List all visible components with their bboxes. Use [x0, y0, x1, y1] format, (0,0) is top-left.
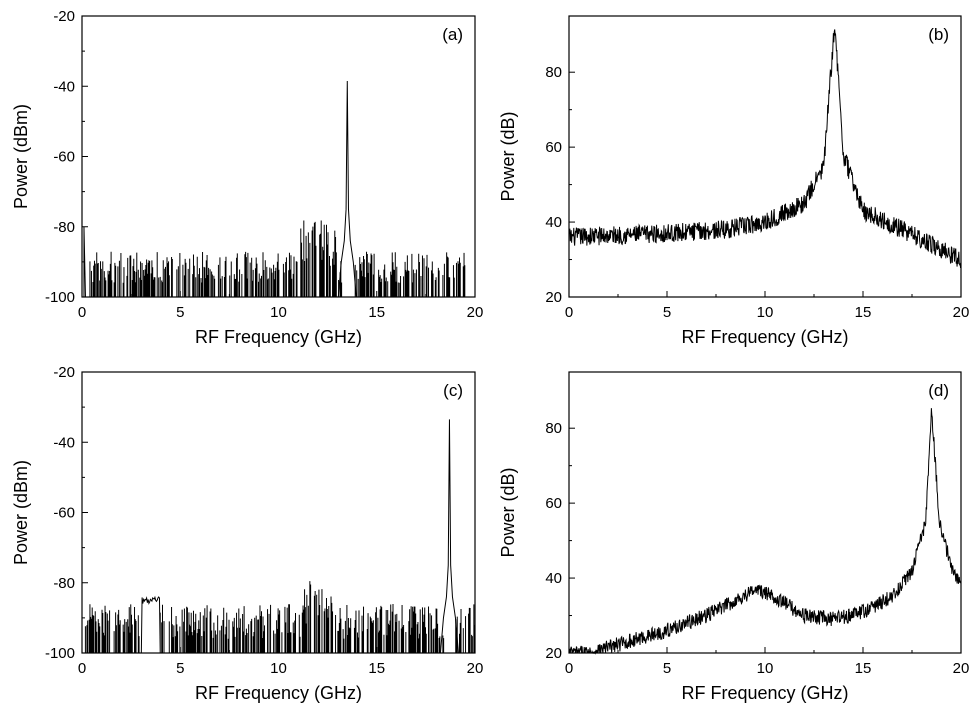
x-tick-label: 15: [855, 304, 872, 321]
x-tick-label: 0: [565, 304, 573, 321]
x-tick-label: 5: [663, 304, 671, 321]
x-axis-label: RF Frequency (GHz): [681, 327, 848, 347]
y-tick-label: 40: [545, 570, 562, 587]
panel-label: (a): [442, 25, 463, 44]
x-tick-label: 20: [953, 660, 970, 677]
x-tick-label: 10: [757, 660, 774, 677]
x-tick-label: 15: [855, 660, 872, 677]
x-axis-label: RF Frequency (GHz): [681, 683, 848, 703]
x-tick-label: 0: [78, 304, 86, 321]
y-tick-label: 80: [545, 420, 562, 437]
spectrum-trace: [568, 29, 962, 269]
y-tick-label: -60: [53, 505, 75, 522]
x-tick-label: 0: [78, 660, 86, 677]
x-tick-label: 20: [953, 304, 970, 321]
x-tick-label: 10: [270, 304, 287, 321]
y-tick-label: -100: [45, 645, 75, 662]
y-axis-label: Power (dBm): [11, 104, 31, 209]
y-tick-label: -20: [53, 364, 75, 381]
y-axis-label: Power (dB): [498, 467, 518, 557]
spectrum-trace: [568, 408, 962, 655]
panel-label: (c): [443, 381, 463, 400]
y-tick-label: 60: [545, 495, 562, 512]
x-tick-label: 10: [757, 304, 774, 321]
y-tick-label: -80: [53, 219, 75, 236]
y-tick-label: -60: [53, 149, 75, 166]
y-tick-label: -80: [53, 575, 75, 592]
y-tick-label: 20: [545, 645, 562, 662]
x-tick-label: 15: [368, 304, 385, 321]
y-tick-label: 80: [545, 64, 562, 81]
y-tick-label: 60: [545, 139, 562, 156]
x-tick-label: 15: [368, 660, 385, 677]
chart-panel-3: 0 5 10 15 20 20 40 60 80 RF Frequency (GHz) Power …: [498, 371, 970, 703]
chart-panel-1: 0 5 10 15 20 20 40 60 80 RF Frequency (GHz) Power …: [498, 15, 970, 347]
x-tick-label: 20: [467, 660, 484, 677]
panel-label: (d): [928, 381, 949, 400]
y-tick-label: -40: [53, 78, 75, 95]
chart-panel-0: 0 5 10 15 20 -100 -80 -60 -40 -20 RF Frequency (GH…: [11, 8, 483, 347]
x-tick-label: 5: [176, 660, 184, 677]
peak-mark: [337, 80, 357, 298]
x-tick-label: 5: [663, 660, 671, 677]
panel-label: (b): [928, 25, 949, 44]
y-tick-label: -20: [53, 8, 75, 25]
spectrum-trace: [82, 220, 475, 298]
x-axis-label: RF Frequency (GHz): [195, 683, 362, 703]
y-tick-label: 40: [545, 214, 562, 231]
y-axis-label: Power (dBm): [11, 460, 31, 565]
y-tick-label: 20: [545, 289, 562, 306]
x-axis-label: RF Frequency (GHz): [195, 327, 362, 347]
x-tick-label: 20: [467, 304, 484, 321]
chart-panel-2: 0 5 10 15 20 -100 -80 -60 -40 -20 RF Frequency (GH…: [11, 364, 483, 703]
x-tick-label: 0: [565, 660, 573, 677]
peak-mark: [439, 419, 459, 654]
x-tick-label: 10: [270, 660, 287, 677]
spectrum-trace: [82, 581, 476, 654]
y-tick-label: -100: [45, 289, 75, 306]
y-tick-label: -40: [53, 434, 75, 451]
y-axis-label: Power (dB): [498, 111, 518, 201]
x-tick-label: 5: [176, 304, 184, 321]
